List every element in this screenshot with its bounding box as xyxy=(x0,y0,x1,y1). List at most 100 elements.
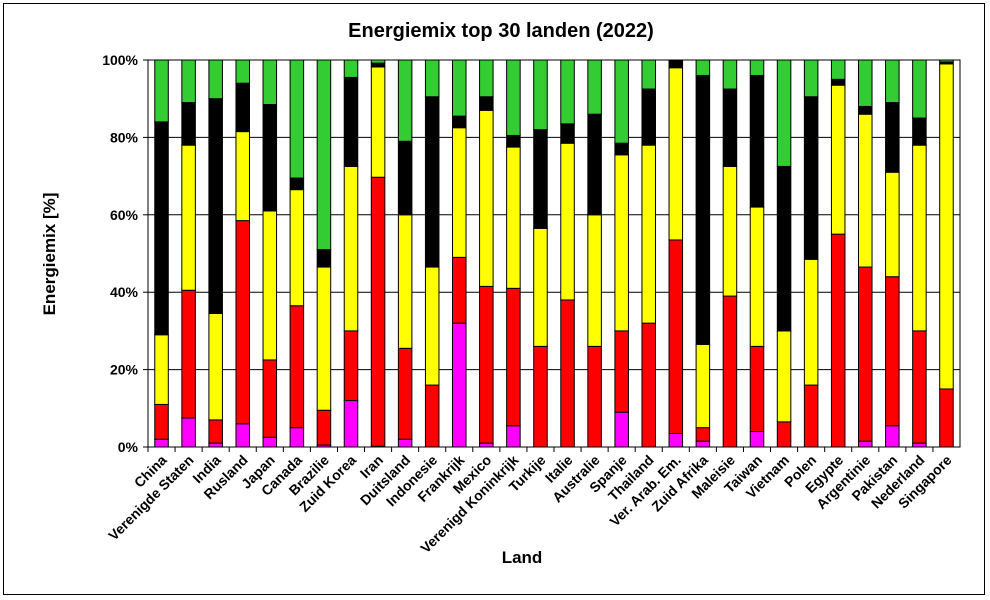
bar-segment xyxy=(208,419,223,444)
bar-segment xyxy=(235,82,250,133)
bar-segment xyxy=(641,88,657,146)
bar-segment xyxy=(695,440,711,448)
bar-segment xyxy=(452,256,467,324)
bar-segment xyxy=(343,59,359,78)
chart-title: Energiemix top 30 landen (2022) xyxy=(348,20,654,42)
x-axis-title: Land xyxy=(502,548,543,567)
bar-segment xyxy=(885,171,900,278)
bar-segment xyxy=(776,165,792,332)
bar-segment xyxy=(668,67,684,241)
bar-segment xyxy=(560,142,575,301)
bar-segment xyxy=(424,96,440,268)
bar-segment xyxy=(533,129,548,229)
bar-segment xyxy=(506,425,521,448)
bar-segment xyxy=(533,227,548,347)
bar-segment xyxy=(858,59,873,107)
bar-segment xyxy=(235,59,250,84)
bar-segment xyxy=(722,88,738,167)
bar-segment xyxy=(695,343,711,429)
bar-segment xyxy=(479,442,494,448)
bar-segment xyxy=(749,206,765,347)
y-tick-label: 100% xyxy=(102,52,138,68)
bar-segment xyxy=(208,312,223,421)
bar-segment xyxy=(749,345,765,433)
bar-segment xyxy=(289,59,305,179)
y-tick-label: 80% xyxy=(110,129,139,145)
bar-segment xyxy=(587,214,602,347)
bar-segment xyxy=(181,289,196,419)
bar-segment xyxy=(885,59,900,104)
bar-segment xyxy=(289,177,305,191)
bar-segment xyxy=(587,113,602,216)
bar-segment xyxy=(749,74,765,208)
bar-segment xyxy=(803,96,819,260)
bar-segment xyxy=(803,258,819,386)
bar-segment xyxy=(181,102,196,146)
bar-segment xyxy=(830,233,846,448)
bar-segment xyxy=(614,154,629,332)
bar-segment xyxy=(695,427,711,442)
bar-segment xyxy=(262,59,278,106)
bar-segment xyxy=(830,78,846,86)
bar-segment xyxy=(614,59,629,144)
bar-segment xyxy=(479,285,494,444)
bar-segment xyxy=(858,105,873,115)
bar-segment xyxy=(885,102,900,173)
bar-segment xyxy=(343,400,359,448)
bar-segment xyxy=(912,117,927,146)
bar-segment xyxy=(885,425,900,448)
bar-segment xyxy=(397,347,413,440)
bar-segment xyxy=(479,96,494,111)
bar-segment xyxy=(154,403,169,440)
bar-segment xyxy=(370,62,386,68)
y-tick-label: 20% xyxy=(110,362,139,378)
bar-segment xyxy=(208,442,223,448)
bar-segment xyxy=(452,59,467,117)
bar-segment xyxy=(668,239,684,434)
bar-segment xyxy=(587,59,602,115)
y-axis-title: Energiemix [%] xyxy=(40,193,59,316)
bar-segment xyxy=(668,432,684,448)
bar-segment xyxy=(776,330,792,423)
bar-segment xyxy=(479,109,494,287)
bar-segment xyxy=(262,359,278,438)
bar-segment xyxy=(452,322,467,448)
bars xyxy=(154,59,954,448)
bar-segment xyxy=(533,59,548,131)
bar-segment xyxy=(912,442,927,448)
bar-segment xyxy=(154,59,169,123)
bar-segment xyxy=(641,322,657,448)
bar-segment xyxy=(397,214,413,349)
bar-segment xyxy=(208,98,223,314)
bar-segment xyxy=(776,421,792,448)
bar-segment xyxy=(316,59,332,251)
bar-segment xyxy=(912,330,927,444)
bar-segment xyxy=(506,59,521,136)
y-tick-labels: 0% 20% 40% 60% 80% 100% xyxy=(102,52,148,455)
bar-segment xyxy=(641,59,657,90)
bar-segment xyxy=(208,59,223,100)
bar-segment xyxy=(154,121,169,336)
bar-segment xyxy=(343,330,359,402)
bar-segment xyxy=(370,176,386,447)
bar-segment xyxy=(424,266,440,386)
bar-segment xyxy=(235,220,250,425)
bar-segment xyxy=(506,287,521,427)
bar-segment xyxy=(560,299,575,448)
bar-segment xyxy=(858,113,873,268)
bar-segment xyxy=(452,127,467,258)
bar-segment xyxy=(614,142,629,156)
bar-segment xyxy=(668,59,684,69)
bar-segment xyxy=(803,59,819,98)
bar-segment xyxy=(289,427,305,448)
bar-segment xyxy=(154,438,169,448)
bar-segment xyxy=(614,330,629,413)
bar-segment xyxy=(452,115,467,129)
bar-segment xyxy=(262,436,278,448)
bar-segment xyxy=(343,76,359,167)
bar-segment xyxy=(316,409,332,446)
bar-segment xyxy=(722,165,738,297)
bar-segment xyxy=(749,431,765,448)
